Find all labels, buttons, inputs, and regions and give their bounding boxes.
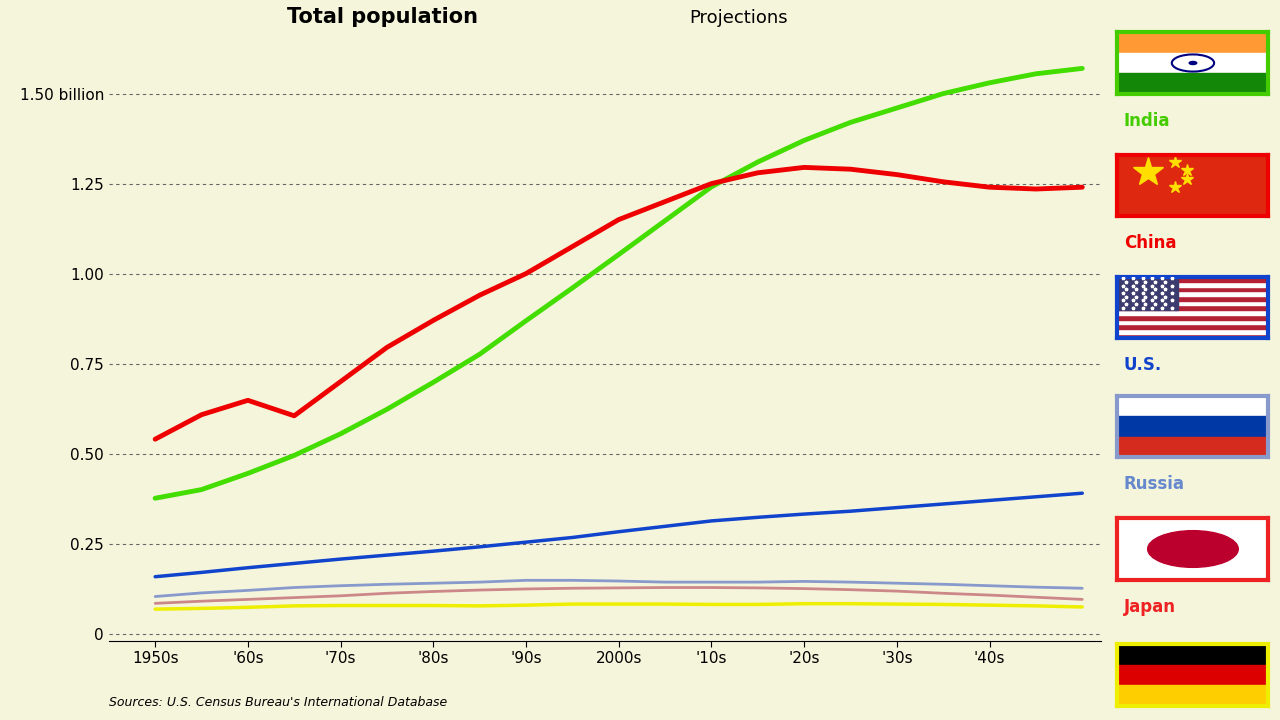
Text: Sources: U.S. Census Bureau's International Database: Sources: U.S. Census Bureau's Internatio… — [109, 696, 447, 709]
Bar — [1117, 685, 1268, 706]
Text: India: India — [1124, 112, 1170, 130]
Bar — [1117, 296, 1268, 301]
Bar — [1117, 310, 1268, 315]
Bar — [1117, 329, 1268, 333]
Bar — [1117, 416, 1268, 437]
Text: Projections: Projections — [689, 9, 787, 27]
Bar — [1117, 301, 1268, 305]
Bar — [1117, 305, 1268, 310]
Text: Total population: Total population — [288, 6, 479, 27]
Bar — [1117, 277, 1178, 310]
Bar — [1117, 665, 1268, 685]
Text: U.S.: U.S. — [1124, 356, 1162, 374]
Text: Russia: Russia — [1124, 475, 1185, 493]
Bar — [1117, 292, 1268, 296]
Text: Japan: Japan — [1124, 598, 1176, 616]
Bar — [1117, 73, 1268, 94]
Bar — [1117, 32, 1268, 53]
Circle shape — [1189, 61, 1197, 65]
Bar — [1117, 282, 1268, 287]
Circle shape — [1148, 531, 1238, 567]
Bar — [1117, 315, 1268, 320]
Bar — [1117, 287, 1268, 292]
Bar — [1117, 396, 1268, 416]
Bar — [1117, 644, 1268, 665]
Bar — [1117, 324, 1268, 329]
Bar — [1117, 277, 1268, 282]
Text: China: China — [1124, 234, 1176, 252]
Bar — [1117, 320, 1268, 324]
Bar — [1117, 333, 1268, 338]
Bar — [1117, 53, 1268, 73]
Bar — [1117, 437, 1268, 457]
